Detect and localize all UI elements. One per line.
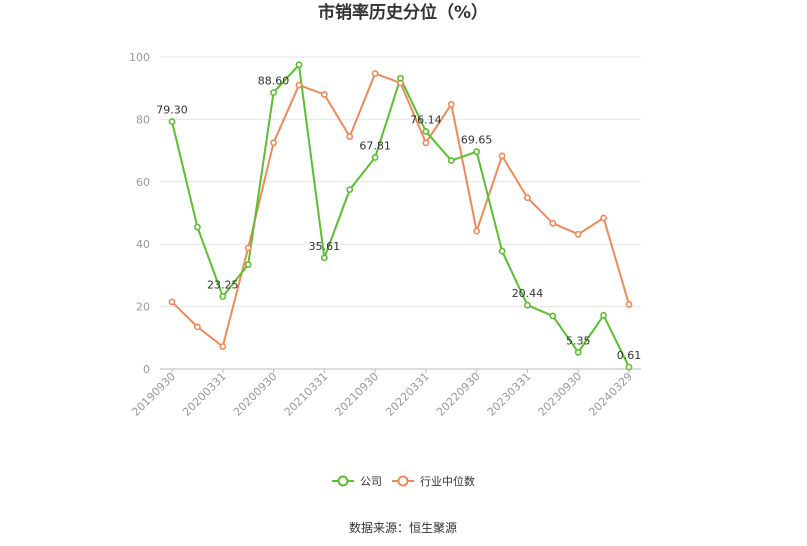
data-point (498, 152, 506, 160)
data-point (320, 91, 328, 98)
data-point (600, 214, 608, 222)
data-point (270, 89, 277, 96)
data-point (600, 311, 608, 319)
data-point (422, 128, 430, 135)
data-point (524, 194, 531, 202)
data-label: 88.60 (258, 75, 290, 88)
data-point (219, 343, 227, 350)
x-tick-label: 20230331 (485, 370, 534, 419)
y-tick-label: 40 (136, 238, 150, 251)
grid (160, 56, 641, 308)
legend-swatch-marker (397, 475, 409, 487)
x-tick-label: 20210331 (282, 370, 331, 419)
x-tick-label: 20190930 (129, 370, 178, 419)
x-tick-label: 20240329 (586, 370, 635, 419)
data-point (473, 148, 481, 156)
series-line (171, 72, 630, 348)
data-point (473, 227, 481, 235)
data-label: 23.25 (207, 278, 239, 291)
y-tick-label: 20 (136, 301, 150, 314)
legend-swatch-marker (337, 475, 349, 487)
data-label: 76.14 (410, 113, 442, 126)
y-tick-label: 0 (143, 363, 150, 376)
data-point (295, 61, 303, 69)
data-point (524, 301, 531, 309)
data-point (371, 70, 379, 77)
data-point (168, 118, 176, 125)
legend: 公司 行业中位数 (332, 474, 475, 488)
data-point (371, 154, 379, 161)
series-line (171, 63, 630, 368)
data-point (346, 133, 354, 140)
legend-label: 行业中位数 (420, 474, 475, 488)
x-tick-label: 20200331 (180, 370, 229, 419)
y-tick-label: 80 (136, 113, 150, 126)
x-tick-label: 20230930 (536, 370, 585, 419)
data-point (320, 254, 328, 262)
y-tick-label: 60 (136, 176, 150, 189)
data-labels: 79.30 23.25 88.60 35.61 67.81 76.14 69.65 20.44… (156, 75, 641, 363)
data-label: 0.61 (617, 349, 642, 362)
data-label: 67.81 (359, 139, 391, 152)
data-point (168, 298, 176, 306)
data-point (625, 301, 633, 308)
data-point (193, 323, 201, 331)
data-label: 79.30 (156, 104, 188, 117)
data-label: 35.61 (309, 240, 341, 253)
x-tick-label: 20200930 (231, 370, 280, 419)
data-point (244, 261, 252, 268)
series-layer (168, 61, 633, 371)
legend-label: 公司 (360, 475, 382, 488)
data-point (295, 81, 303, 89)
data-point (447, 101, 455, 108)
data-point (625, 363, 633, 371)
data-label: 5.35 (566, 334, 591, 347)
x-tick-label: 20210930 (332, 370, 381, 419)
data-point (549, 219, 557, 227)
data-point (193, 223, 201, 231)
data-label: 20.44 (512, 287, 544, 300)
source-note: 数据来源：恒生聚源 (349, 520, 457, 535)
data-point (422, 139, 430, 147)
data-point (549, 312, 557, 320)
y-tick-label: 100 (129, 51, 150, 64)
data-point (574, 230, 582, 238)
x-tick-label: 20220331 (383, 370, 432, 419)
data-point (447, 157, 455, 164)
data-point (270, 139, 277, 147)
chart-title: 市销率历史分位（%） (318, 2, 488, 23)
data-point (219, 293, 227, 300)
data-point (346, 186, 354, 193)
data-point (244, 244, 252, 252)
data-point (397, 74, 404, 82)
data-point (498, 247, 506, 255)
x-tick-label: 20220930 (434, 370, 483, 419)
data-point (574, 348, 582, 356)
data-label: 69.65 (461, 134, 493, 147)
